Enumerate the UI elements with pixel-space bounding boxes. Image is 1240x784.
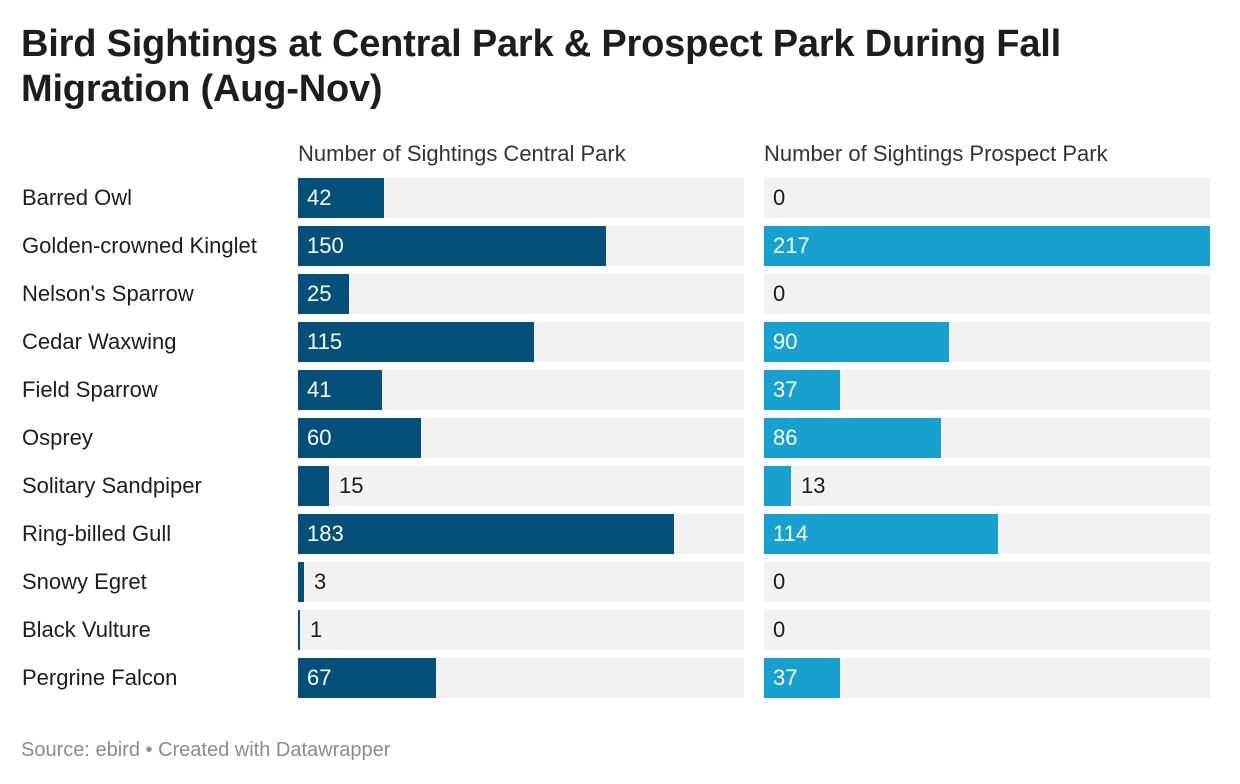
data-label: 60 (307, 425, 332, 450)
bar (298, 658, 436, 698)
bar (298, 322, 534, 362)
column-header-prospect-park: Number of Sightings Prospect Park (764, 141, 1108, 166)
bar (298, 418, 421, 458)
data-label: 13 (801, 473, 826, 498)
category-label: Golden-crowned Kinglet (22, 233, 257, 258)
data-label: 1 (310, 617, 323, 642)
data-label: 41 (307, 377, 332, 402)
category-label: Snowy Egret (22, 569, 147, 594)
bar (298, 178, 384, 218)
bar-track: 42 (298, 178, 744, 218)
category-label: Black Vulture (22, 617, 151, 642)
bar (298, 514, 674, 554)
bar (764, 466, 791, 506)
category-label: Cedar Waxwing (22, 329, 177, 354)
category-label: Osprey (22, 425, 93, 450)
bar (298, 370, 382, 410)
bar-track: 183 (298, 514, 744, 554)
bar-track: 217 (764, 226, 1210, 266)
column-header-central-park: Number of Sightings Central Park (298, 141, 626, 166)
bar-track: 37 (764, 658, 1210, 698)
bar (764, 514, 998, 554)
data-label: 0 (773, 617, 786, 642)
bar-track: 60 (298, 418, 744, 458)
bar-track: 25 (298, 274, 744, 314)
bar (298, 610, 300, 650)
bar-track: 0 (764, 274, 1210, 314)
bar (764, 418, 941, 458)
bar-track: 67 (298, 658, 744, 698)
data-label: 37 (773, 665, 798, 690)
bar-track: 3 (298, 562, 744, 602)
bar (298, 226, 606, 266)
source-note: Source: ebird • Created with Datawrapper (21, 739, 391, 761)
data-label: 15 (339, 473, 364, 498)
data-label: 150 (307, 233, 344, 258)
bar-track: 0 (764, 562, 1210, 602)
chart-title: Bird Sightings at Central Park & Prospec… (21, 23, 1061, 110)
bar-track: 41 (298, 370, 744, 410)
bar-track: 115 (298, 322, 744, 362)
bar-track: 114 (764, 514, 1210, 554)
bar-track: 0 (764, 610, 1210, 650)
data-label: 25 (307, 281, 332, 306)
bar-track: 13 (764, 466, 1210, 506)
data-label: 37 (773, 377, 798, 402)
bar-track: 0 (764, 178, 1210, 218)
bar (764, 370, 840, 410)
bar-track: 150 (298, 226, 744, 266)
bar (764, 226, 1210, 266)
bar-track: 1 (298, 610, 744, 650)
data-label: 0 (773, 569, 786, 594)
category-label: Nelson's Sparrow (22, 281, 194, 306)
data-label: 217 (773, 233, 810, 258)
bar (764, 658, 840, 698)
bar-track: 86 (764, 418, 1210, 458)
data-label: 0 (773, 281, 786, 306)
data-label: 183 (307, 521, 344, 546)
data-label: 0 (773, 185, 786, 210)
category-label: Barred Owl (22, 185, 133, 210)
data-label: 42 (307, 185, 332, 210)
data-label: 90 (773, 329, 798, 354)
data-label: 3 (314, 569, 327, 594)
category-label: Pergrine Falcon (22, 665, 178, 690)
data-label: 67 (307, 665, 332, 690)
category-label: Field Sparrow (22, 377, 158, 402)
bar-track: 90 (764, 322, 1210, 362)
bar (298, 274, 349, 314)
bar (764, 322, 949, 362)
bar-track: 15 (298, 466, 744, 506)
category-label: Ring-billed Gull (22, 521, 172, 546)
category-label: Solitary Sandpiper (22, 473, 202, 498)
bar (298, 562, 304, 602)
bar-track: 37 (764, 370, 1210, 410)
data-label: 86 (773, 425, 798, 450)
data-label: 114 (773, 521, 809, 546)
data-label: 115 (307, 329, 343, 354)
bar (298, 466, 329, 506)
